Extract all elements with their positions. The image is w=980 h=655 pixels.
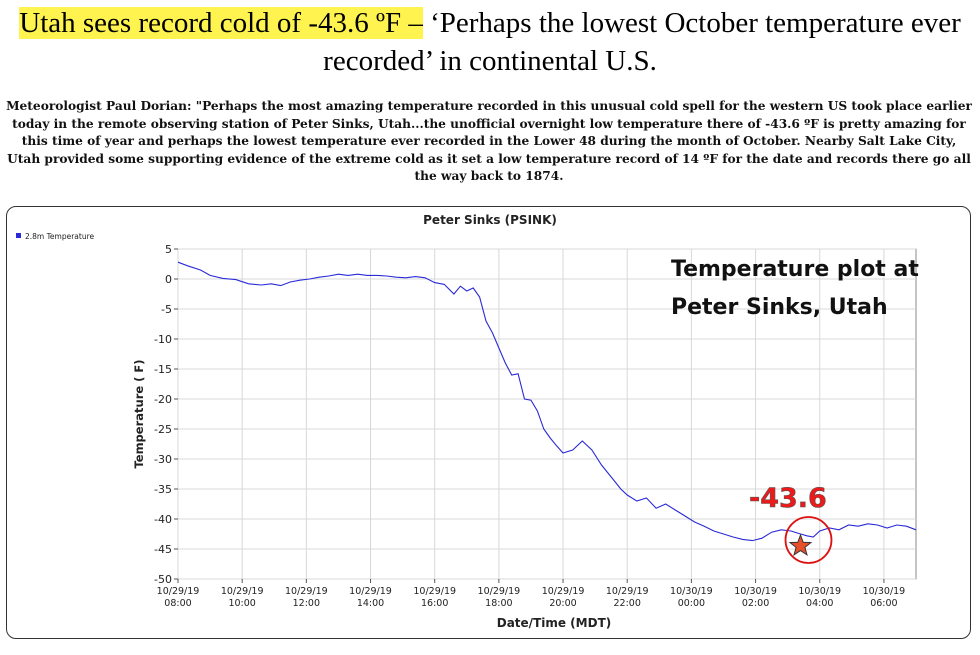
y-tick-label: -25 (154, 423, 172, 436)
x-tick-date: 10/30/19 (734, 586, 777, 597)
legend-label: 2.8m Temperature (25, 232, 95, 241)
x-tick-time: 14:00 (357, 598, 384, 609)
x-tick-time: 06:00 (870, 598, 897, 609)
y-tick-label: -5 (161, 303, 172, 316)
x-tick-date: 10/29/19 (606, 586, 649, 597)
legend-swatch (16, 233, 21, 238)
headline: Utah sees record cold of -43.6 ºF – ‘Per… (0, 4, 980, 80)
caption-line-1: Temperature plot at (671, 257, 919, 282)
y-tick-label: -45 (154, 543, 172, 556)
series-line-2.8m-temperature (177, 261, 917, 542)
x-axis-ticks: 10/29/1908:0010/29/1910:0010/29/1912:001… (157, 579, 906, 609)
article-text: Meteorologist Paul Dorian: "Perhaps the … (6, 99, 972, 183)
x-tick-date: 10/29/19 (542, 586, 585, 597)
x-tick-time: 18:00 (485, 598, 512, 609)
min-highlight-circle (784, 516, 833, 564)
y-axis-ticks: 5 0 -5 -10 -15 -20 -25 -30 -35 -40 -45 -50 (154, 243, 178, 586)
x-tick-time: 22:00 (614, 598, 641, 609)
x-tick-time: 10:00 (228, 598, 255, 609)
temperature-chart: 5 0 -5 -10 -15 -20 -25 -30 -35 -40 -45 -50 10/29/19… (16, 213, 919, 630)
x-tick-time: 04:00 (806, 598, 833, 609)
caption-line-2: Peter Sinks, Utah (671, 295, 888, 320)
headline-highlight: Utah sees record cold of -43.6 ºF – (19, 7, 423, 39)
y-tick-label: -40 (154, 513, 172, 526)
x-tick-time: 02:00 (742, 598, 769, 609)
y-axis-label: Temperature ( F) (132, 359, 146, 468)
y-tick-label: -30 (154, 453, 172, 466)
y-tick-label: -35 (154, 483, 172, 496)
x-tick-date: 10/30/19 (798, 586, 841, 597)
y-tick-label: -10 (154, 333, 172, 346)
x-tick-date: 10/29/19 (478, 586, 521, 597)
x-tick-time: 20:00 (549, 598, 576, 609)
x-axis-label: Date/Time (MDT) (497, 616, 612, 630)
y-tick-label: -50 (154, 573, 172, 586)
x-tick-time: 16:00 (421, 598, 448, 609)
legend: 2.8m Temperature (16, 232, 95, 241)
min-value-label: -43.6 (749, 483, 827, 514)
x-tick-time: 08:00 (164, 598, 191, 609)
chart-title: Peter Sinks (PSINK) (423, 213, 557, 227)
x-tick-date: 10/29/19 (221, 586, 264, 597)
min-star-icon (788, 533, 813, 557)
x-tick-time: 12:00 (293, 598, 320, 609)
x-tick-date: 10/29/19 (157, 586, 200, 597)
x-tick-date: 10/29/19 (285, 586, 328, 597)
x-tick-date: 10/30/19 (670, 586, 713, 597)
y-tick-label: -15 (154, 363, 172, 376)
x-tick-date: 10/30/19 (863, 586, 906, 597)
x-tick-date: 10/29/19 (413, 586, 456, 597)
x-tick-time: 00:00 (678, 598, 705, 609)
x-tick-date: 10/29/19 (349, 586, 392, 597)
headline-rest: ‘Perhaps the lowest October temperature … (323, 7, 961, 77)
y-tick-label: 0 (165, 273, 172, 286)
y-tick-label: -20 (154, 393, 172, 406)
y-tick-label: 5 (165, 243, 172, 256)
grid-lines (177, 248, 916, 580)
chart-frame: 5 0 -5 -10 -15 -20 -25 -30 -35 -40 -45 -50 10/29/19… (6, 206, 971, 639)
